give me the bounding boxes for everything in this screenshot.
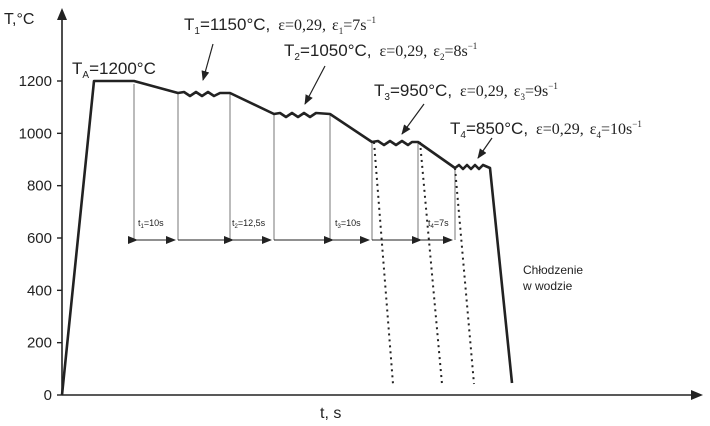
step-annotation-4: T4=850°C, ε=0,29, ε4=10s−1 — [450, 119, 642, 141]
x-axis-arrow — [691, 390, 703, 400]
y-tick-label: 0 — [44, 387, 52, 404]
cooling-label-line1: Chłodzenie — [523, 263, 583, 277]
cooling-label-line2: w wodzie — [522, 279, 573, 293]
pointer-arrow-4 — [477, 137, 493, 159]
austenitizing-label: TA=1200°C — [72, 59, 156, 81]
y-ticks: 0 200 400 600 800 1000 1200 — [19, 73, 62, 404]
y-axis-arrow — [57, 8, 67, 20]
annotation-arrows — [201, 43, 493, 159]
pointer-arrow-1 — [201, 43, 214, 81]
interval-label-4: t4=7s — [428, 218, 449, 230]
dwell-reference-lines — [133, 84, 456, 240]
interval-label-3: t3=10s — [335, 218, 361, 230]
quench-line-3 — [454, 167, 475, 385]
step-annotation-3: T3=950°C, ε=0,29, ε3=9s−1 — [374, 81, 558, 103]
interval-labels: t1=10s t2=12,5s t3=10s t4=7s — [138, 218, 449, 230]
pointer-arrow-2 — [304, 65, 326, 105]
x-axis-label: t, s — [320, 405, 341, 422]
interval-label-1: t1=10s — [138, 218, 164, 230]
step-annotation-1: T1=1150°C, ε=0,29, ε1=7s−1 — [184, 15, 376, 37]
y-tick-label: 600 — [27, 230, 52, 247]
y-tick-label: 400 — [27, 282, 52, 299]
y-tick-label: 1200 — [19, 73, 52, 90]
y-tick-label: 1000 — [19, 125, 52, 142]
quench-line-1 — [373, 141, 394, 385]
axes — [57, 8, 703, 400]
temperature-profile-line — [60, 79, 514, 396]
step-annotation-2: T2=1050°C, ε=0,29, ε2=8s−1 — [284, 41, 477, 63]
y-tick-label: 200 — [27, 335, 52, 352]
step-annotations: T1=1150°C, ε=0,29, ε1=7s−1 T2=1050°C, ε=0,2… — [184, 15, 642, 141]
pointer-arrow-3 — [401, 103, 425, 135]
y-tick-label: 800 — [27, 178, 52, 195]
quench-line-2 — [419, 141, 443, 385]
y-axis-label: T,°C — [4, 11, 34, 28]
quench-lines — [373, 141, 475, 385]
interval-label-2: t2=12,5s — [232, 218, 266, 230]
